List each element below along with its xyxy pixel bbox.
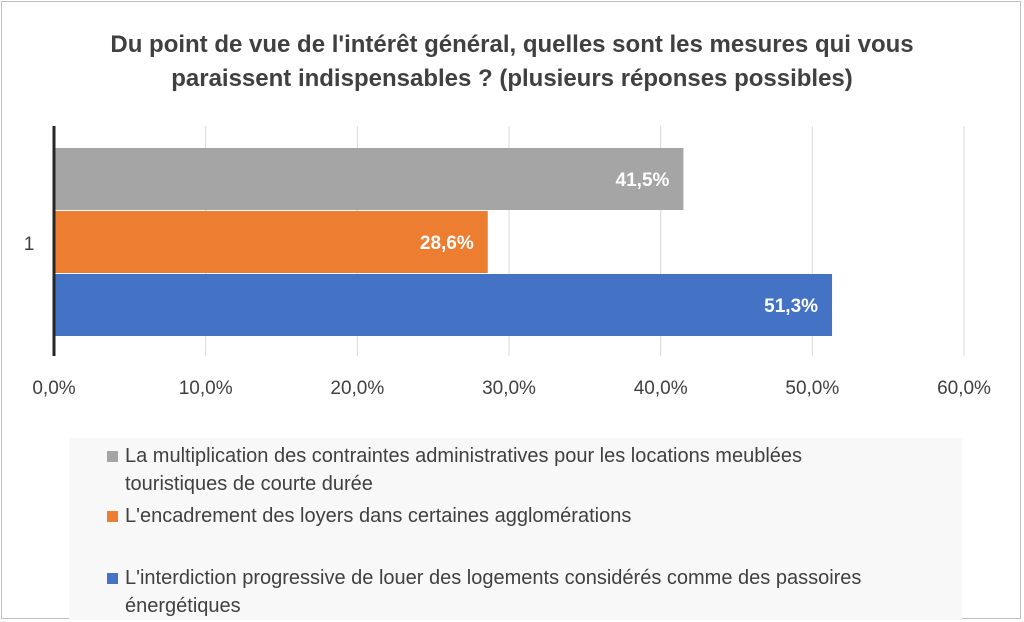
x-tick-label: 40,0% bbox=[634, 378, 688, 399]
x-tick-label: 50,0% bbox=[785, 378, 839, 399]
legend-label-encadrement: L'encadrement des loyers dans certaines … bbox=[125, 505, 632, 527]
bar-chart: 0,0% 10,0% 20,0% 30,0% 40,0% 50,0% 60,0% 41,5% 2… bbox=[24, 126, 991, 399]
data-label: 28,6% bbox=[420, 233, 474, 254]
bar bbox=[54, 211, 488, 273]
x-tick-label: 60,0% bbox=[937, 378, 991, 399]
data-label: 41,5% bbox=[616, 170, 670, 191]
bar bbox=[54, 148, 684, 210]
legend-item-interdiction: L'interdiction progressive de louer des … bbox=[107, 564, 905, 620]
legend-swatch-contraintes bbox=[107, 451, 118, 462]
x-tick-label: 0,0% bbox=[32, 378, 75, 399]
bar bbox=[54, 274, 833, 336]
y-category-label: 1 bbox=[24, 234, 35, 255]
legend-label-interdiction: L'interdiction progressive de louer des … bbox=[125, 567, 862, 617]
legend-swatch-interdiction bbox=[107, 573, 118, 584]
x-tick-label: 20,0% bbox=[330, 378, 384, 399]
x-tick-label: 10,0% bbox=[179, 378, 233, 399]
legend: La multiplication des contraintes admini… bbox=[69, 438, 962, 620]
legend-item-contraintes: La multiplication des contraintes admini… bbox=[107, 442, 905, 498]
legend-item-encadrement: L'encadrement des loyers dans certaines … bbox=[107, 502, 905, 530]
legend-swatch-encadrement bbox=[107, 511, 118, 522]
legend-label-contraintes: La multiplication des contraintes admini… bbox=[125, 445, 803, 495]
x-tick-label: 30,0% bbox=[482, 378, 536, 399]
chart-title: Du point de vue de l'intérêt général, qu… bbox=[110, 31, 914, 92]
data-label: 51,3% bbox=[764, 296, 818, 317]
